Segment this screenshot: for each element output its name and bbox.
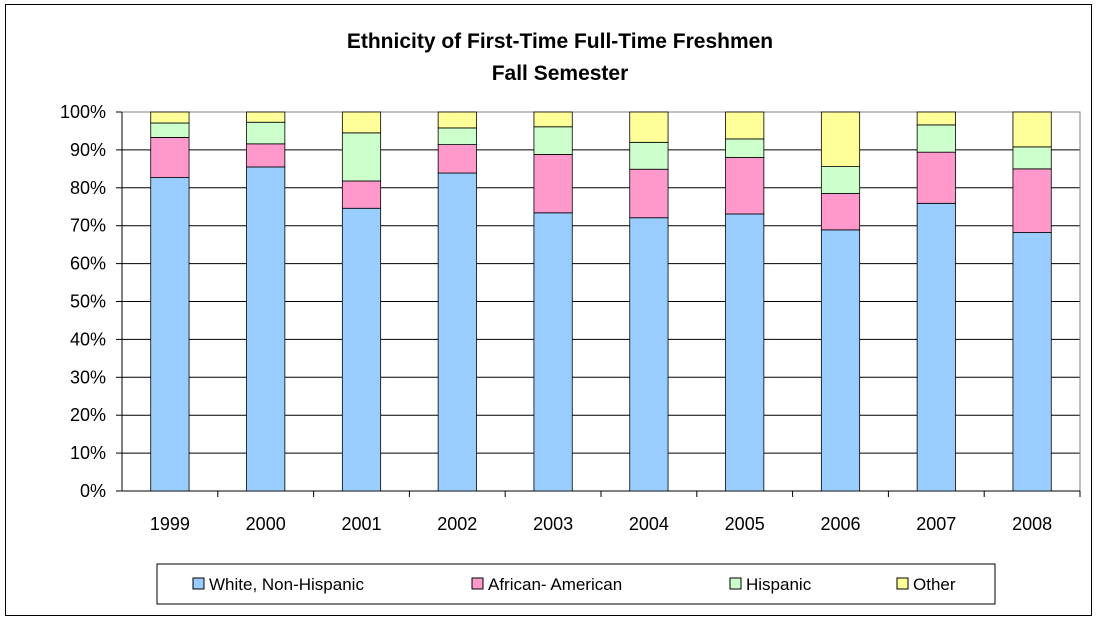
- y-tick-label: 50%: [70, 292, 106, 312]
- bar-segment: [437, 111, 477, 129]
- bar-segment: [725, 157, 765, 215]
- y-tick-label: 30%: [70, 367, 106, 387]
- bar-segment: [150, 136, 190, 178]
- y-tick-label: 70%: [70, 216, 106, 236]
- y-tick-label: 90%: [70, 140, 106, 160]
- bar-segment: [437, 127, 477, 145]
- bar-segment: [629, 217, 669, 492]
- x-tick-label: 2008: [1012, 514, 1052, 534]
- x-tick-label: 2004: [629, 514, 669, 534]
- y-tick-label: 40%: [70, 329, 106, 349]
- bar-segment: [820, 166, 861, 194]
- legend-swatch: [896, 577, 909, 590]
- y-tick-label: 100%: [60, 102, 106, 122]
- bar-segment: [150, 111, 190, 124]
- x-tick-label: 2003: [533, 514, 573, 534]
- bar-segment: [150, 122, 190, 138]
- x-tick-label: 1999: [150, 514, 190, 534]
- x-tick-label: 2001: [341, 514, 381, 534]
- chart-subtitle: Fall Semester: [492, 62, 629, 85]
- bar-segment: [341, 132, 382, 182]
- x-tick-label: 2005: [725, 514, 765, 534]
- bar-segment: [533, 154, 573, 214]
- bar-segment: [1012, 168, 1052, 233]
- legend-swatch: [192, 577, 205, 590]
- bar-segment: [246, 111, 286, 123]
- bar-segment: [341, 207, 382, 492]
- legend-label: Other: [913, 575, 956, 594]
- legend-label: White, Non-Hispanic: [209, 575, 364, 594]
- x-tick-label: 2006: [820, 514, 860, 534]
- y-tick-label: 10%: [70, 443, 106, 463]
- bar-segment: [1012, 146, 1052, 170]
- legend: White, Non-Hispanic African- American Hisp…: [156, 563, 996, 605]
- bar-segment: [246, 166, 286, 492]
- y-tick-label: 80%: [70, 178, 106, 198]
- bar-segment: [533, 111, 573, 128]
- bar-segment: [725, 213, 765, 492]
- bar-segment: [916, 202, 956, 492]
- bar-segment: [246, 121, 286, 145]
- bar-segment: [533, 126, 573, 155]
- bar-segment: [916, 151, 956, 204]
- bar-segment: [246, 143, 286, 168]
- bar-segment: [916, 124, 956, 153]
- x-tick-label: 2007: [916, 514, 956, 534]
- chart-title: Ethnicity of First-Time Full-Time Freshm…: [347, 30, 773, 53]
- bar-segment: [437, 172, 477, 492]
- bar-segment: [533, 212, 573, 492]
- legend-swatch: [471, 577, 484, 590]
- bar-segment: [341, 180, 382, 209]
- bar-segment: [1012, 232, 1052, 492]
- bar-segment: [820, 229, 861, 492]
- plot-area: 0% 10% 20% 30% 40% 50% 60% 70% 80% 90% 100% 1999 200…: [60, 102, 1081, 534]
- x-tick-label: 2000: [246, 514, 286, 534]
- y-tick-label: 0%: [80, 481, 106, 501]
- y-tick-label: 20%: [70, 405, 106, 425]
- bar-segment: [725, 111, 765, 140]
- x-tick-label: 2002: [437, 514, 477, 534]
- bar-segment: [150, 177, 190, 492]
- bar-segment: [820, 193, 861, 231]
- legend-swatch: [729, 577, 742, 590]
- legend-label: African- American: [488, 575, 622, 594]
- bar-segment: [629, 111, 669, 143]
- bar-segment: [437, 144, 477, 174]
- bar-segment: [1012, 111, 1052, 148]
- legend-label: Hispanic: [746, 575, 812, 594]
- bar-segment: [629, 168, 669, 219]
- y-tick-label: 60%: [70, 254, 106, 274]
- legend-box: [156, 563, 996, 605]
- bar-segment: [341, 111, 382, 134]
- bar-segment: [629, 141, 669, 170]
- bar-segment: [916, 111, 956, 126]
- bar-segment: [820, 111, 861, 167]
- bar-segment: [725, 138, 765, 158]
